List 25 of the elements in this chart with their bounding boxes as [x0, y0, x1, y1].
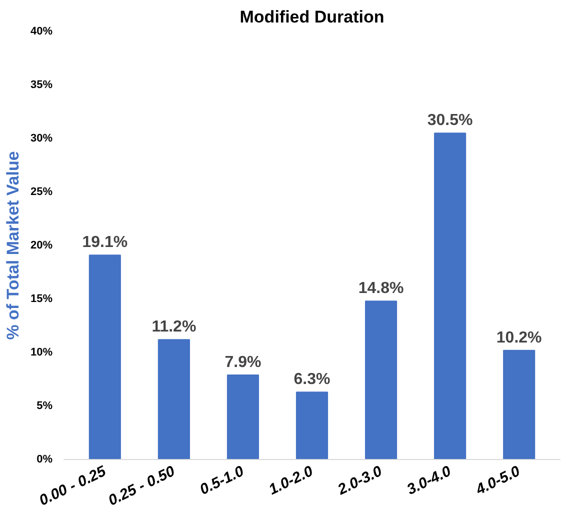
chart-title: Modified Duration: [240, 8, 384, 26]
data-label: 11.2%: [152, 318, 196, 336]
y-tick-label: 40%: [30, 26, 53, 38]
bar: [226, 374, 260, 460]
y-tick-label: 25%: [30, 186, 53, 198]
data-label: 10.2%: [496, 329, 542, 346]
y-tick-label: 10%: [30, 346, 53, 358]
bar: [296, 392, 328, 460]
y-tick-label: 20%: [30, 240, 53, 252]
data-label: 30.5%: [427, 112, 473, 130]
bar: [503, 350, 536, 460]
y-tick-label: 0%: [36, 454, 53, 466]
bar: [434, 132, 466, 460]
y-tick-label: 15%: [30, 293, 53, 305]
data-label: 6.3%: [294, 371, 330, 388]
data-label: 14.8%: [358, 280, 404, 298]
bar: [88, 254, 121, 460]
y-axis-title: % of Total Market Value: [3, 151, 22, 340]
data-label: 19.1%: [82, 234, 128, 252]
bar: [364, 300, 398, 460]
bar: [158, 339, 190, 460]
y-tick-label: 35%: [30, 79, 53, 91]
y-tick-label: 30%: [30, 132, 53, 144]
y-tick-label: 5%: [36, 400, 53, 412]
data-label: 7.9%: [224, 354, 262, 371]
